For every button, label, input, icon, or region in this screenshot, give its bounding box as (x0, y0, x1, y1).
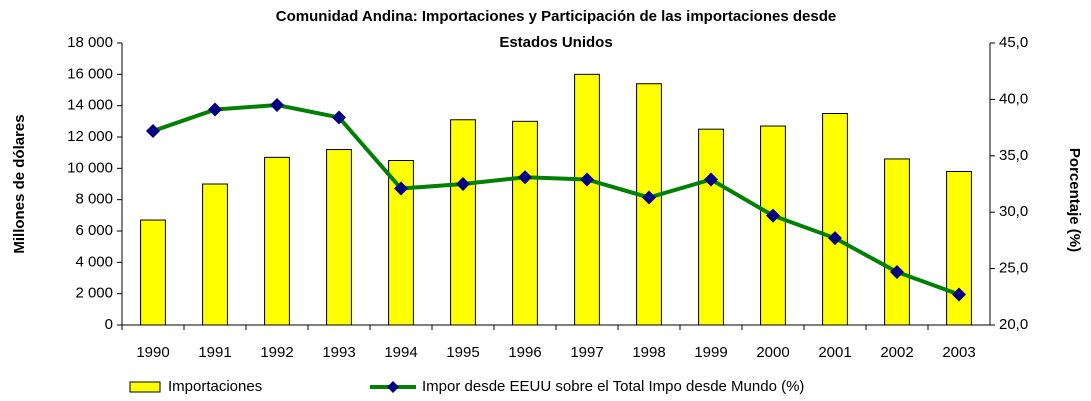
bar (822, 113, 848, 326)
marker (704, 172, 718, 187)
y-tick-label: 14 000 (67, 97, 113, 114)
x-tick-label: 2000 (756, 344, 789, 361)
marker (270, 98, 284, 113)
y2-tick-label: 30,0 (999, 203, 1028, 220)
marker (580, 172, 594, 187)
bar (946, 170, 972, 326)
line (152, 103, 960, 297)
chart-title: Comunidad Andina: Importaciones y Partic… (276, 8, 836, 25)
marker (456, 177, 470, 191)
marker (394, 181, 408, 196)
marker (890, 264, 904, 279)
x-tick-label: 1998 (632, 344, 665, 361)
x-tick-label: 1994 (384, 344, 417, 361)
y-tick-label: 6 000 (75, 222, 113, 239)
legend-swatch (129, 381, 161, 393)
y-tick-label: 18 000 (67, 34, 113, 51)
marker (208, 102, 222, 117)
bar (326, 149, 352, 326)
y2-tick-label: 45,0 (999, 34, 1028, 51)
bar (140, 219, 166, 326)
y-tick-label: 12 000 (67, 128, 113, 145)
y-tick-label: 16 000 (67, 65, 113, 82)
x-tick-label: 1991 (198, 344, 231, 361)
marker (766, 208, 780, 223)
bar (202, 183, 228, 326)
bar (884, 158, 910, 326)
x-tick-label: 1999 (694, 344, 727, 361)
y2-tick-label: 25,0 (999, 260, 1028, 277)
y-tick-label: 4 000 (75, 253, 113, 270)
bar (760, 125, 786, 326)
legend-label: Impor desde EEUU sobre el Total Impo des… (422, 378, 804, 395)
y2-tick-label: 40,0 (999, 90, 1028, 107)
x-tick-label: 1995 (446, 344, 479, 361)
bar (698, 128, 724, 326)
y2-axis-title: Porcentaje (%) (1066, 148, 1083, 252)
marker (828, 231, 842, 246)
marker (952, 287, 966, 302)
y-tick-label: 8 000 (75, 191, 113, 208)
marker (332, 110, 346, 125)
y-axis-title: Millones de dólares (11, 114, 28, 253)
y-tick-label: 2 000 (75, 285, 113, 302)
legend-marker (387, 381, 399, 393)
bar (450, 119, 476, 326)
x-tick-label: 1997 (570, 344, 603, 361)
bar (512, 120, 538, 326)
x-tick-label: 1992 (260, 344, 293, 361)
x-tick-label: 2001 (818, 344, 851, 361)
marker (642, 190, 656, 205)
y2-tick-label: 35,0 (999, 147, 1028, 164)
x-tick-label: 2002 (880, 344, 913, 361)
legend-label: Importaciones (168, 378, 262, 395)
bar (264, 156, 290, 326)
x-tick-label: 2003 (942, 344, 975, 361)
x-tick-label: 1993 (322, 344, 355, 361)
x-tick-label: 1990 (136, 344, 169, 361)
bar (574, 73, 600, 326)
x-tick-label: 1996 (508, 344, 541, 361)
marker (146, 123, 160, 138)
y-tick-label: 10 000 (67, 159, 113, 176)
y2-tick-label: 20,0 (999, 316, 1028, 333)
y-tick-label: 0 (105, 316, 113, 333)
chart-subtitle: Estados Unidos (499, 34, 612, 51)
marker (518, 170, 532, 185)
